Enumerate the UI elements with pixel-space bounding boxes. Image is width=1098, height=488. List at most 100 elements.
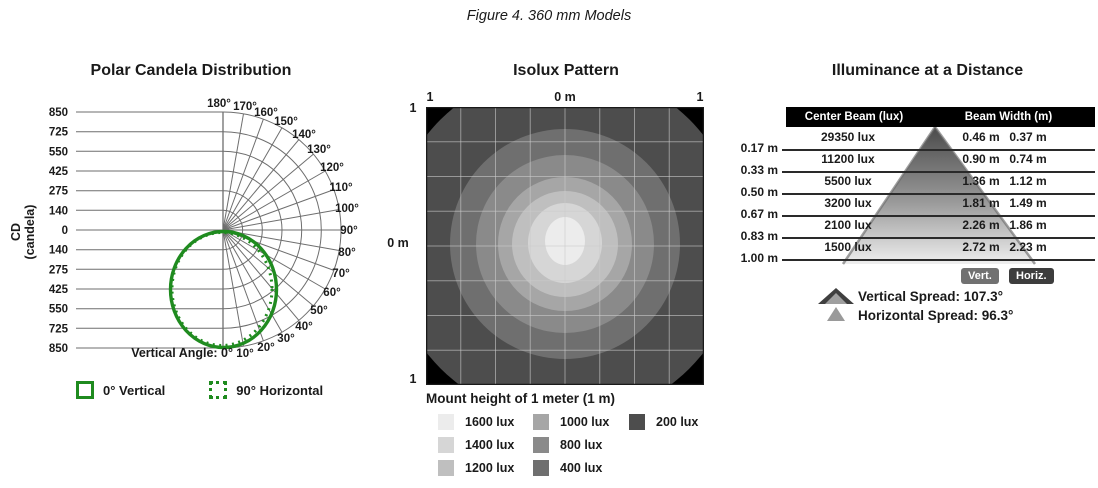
svg-text:140: 140 — [49, 245, 68, 257]
vertical-spread-icon — [818, 288, 854, 304]
beam-width-vert: 0.46 m — [962, 130, 1000, 144]
isolux-left-center-tick: 0 m — [387, 236, 409, 250]
swatch-800lux — [533, 437, 549, 453]
svg-text:140°: 140° — [292, 129, 316, 141]
polar-radial-tick-labels: 850 725 550 425 275 140 0 140 275 425 55… — [49, 107, 69, 355]
lux-value: 3200 lux — [824, 196, 872, 210]
svg-text:725: 725 — [49, 127, 69, 139]
svg-text:80°: 80° — [338, 247, 356, 259]
vertical-spread-label: Vertical Spread: 107.3° — [858, 289, 1003, 304]
row-line — [782, 259, 1095, 261]
isolux-left-bottom-tick: 1 — [409, 372, 417, 386]
distance-label: 0.17 m — [740, 141, 778, 155]
svg-text:90°: 90° — [340, 225, 358, 237]
svg-text:180°: 180° — [207, 98, 231, 110]
svg-text:425: 425 — [49, 284, 69, 296]
col-header-center-beam: Center Beam (lux) — [804, 111, 904, 123]
svg-text:70°: 70° — [332, 268, 350, 280]
swatch-1200lux — [438, 460, 454, 476]
horizontal-spread-label: Horizontal Spread: 96.3° — [858, 308, 1014, 323]
svg-text:50°: 50° — [310, 305, 328, 317]
polar-title: Polar Candela Distribution — [90, 62, 292, 79]
beam-width-vert: 2.26 m — [962, 218, 1000, 232]
svg-text:170°: 170° — [233, 101, 257, 113]
isolux-top-left-tick: 1 — [426, 90, 434, 104]
beam-width-vert: 1.81 m — [962, 196, 1000, 210]
row-line — [782, 171, 1095, 173]
legend-item-1200lux: 1200 lux — [438, 460, 514, 476]
svg-text:425: 425 — [49, 166, 69, 178]
solid-square-key-icon — [76, 381, 94, 399]
cone-shape — [843, 127, 1035, 264]
table-header: Center Beam (lux) Beam Width (m) — [786, 107, 1095, 127]
isolux-top-center-tick: 0 m — [554, 90, 576, 104]
curve-0deg-vertical — [168, 229, 279, 350]
isolux-border — [426, 107, 704, 385]
svg-text:850: 850 — [49, 343, 68, 355]
polar-chart: 850 725 550 425 275 140 0 140 275 425 55… — [49, 98, 359, 360]
svg-text:100°: 100° — [335, 203, 359, 215]
figure-caption: Figure 4. 360 mm Models — [466, 8, 632, 24]
lux-value: 1500 lux — [824, 240, 872, 254]
lux-value: 29350 lux — [820, 130, 876, 144]
isolux-plot — [426, 107, 704, 385]
distance-label: 0.50 m — [740, 185, 778, 199]
legend-item-1400lux: 1400 lux — [438, 437, 514, 453]
polar-angle-labels: 10° 20° 30° 40° 50° 60° 70° 80° 90° 100°… — [207, 98, 359, 360]
isolux-title: Isolux Pattern — [513, 62, 619, 79]
svg-text:275: 275 — [49, 264, 69, 276]
svg-text:850: 850 — [49, 107, 68, 119]
beam-width-vert: 2.72 m — [962, 240, 1000, 254]
beam-width-horiz: 0.37 m — [1009, 130, 1047, 144]
legend-item-800lux: 800 lux — [533, 437, 609, 453]
svg-text:60°: 60° — [323, 287, 341, 299]
row-line — [782, 193, 1095, 195]
dotted-square-key-icon — [209, 381, 228, 399]
polar-legend: 0° Vertical 90° Horizontal — [76, 381, 323, 399]
swatch-400lux — [533, 460, 549, 476]
beam-width-horiz: 0.74 m — [1009, 152, 1047, 166]
swatch-200lux — [629, 414, 645, 430]
beam-width-vert: 1.36 m — [962, 174, 1000, 188]
lux-value: 11200 lux — [821, 152, 875, 166]
legend-item-90deg-horizontal: 90° Horizontal — [209, 381, 323, 399]
lux-value: 2100 lux — [824, 218, 872, 232]
illuminance-title: Illuminance at a Distance — [831, 62, 1024, 79]
svg-text:130°: 130° — [307, 144, 331, 156]
svg-text:550: 550 — [49, 304, 68, 316]
swatch-1000lux — [533, 414, 549, 430]
swatch-1400lux — [438, 437, 454, 453]
svg-text:160°: 160° — [254, 107, 278, 119]
row-line — [782, 149, 1095, 151]
isolux-legend-col1: 1600 lux 1400 lux 1200 lux — [438, 414, 514, 476]
distance-label: 1.00 m — [740, 251, 778, 265]
svg-text:0: 0 — [62, 225, 68, 237]
legend-item-1000lux: 1000 lux — [533, 414, 609, 430]
svg-text:725: 725 — [49, 323, 69, 335]
svg-text:40°: 40° — [295, 321, 313, 333]
horiz-badge: Horiz. — [1009, 268, 1054, 284]
distance-label: 0.33 m — [740, 163, 778, 177]
svg-text:30°: 30° — [277, 333, 295, 345]
legend-item-1600lux: 1600 lux — [438, 414, 514, 430]
polar-grid-horizontal — [76, 111, 224, 349]
beam-width-vert: 0.90 m — [962, 152, 1000, 166]
row-line — [782, 237, 1095, 239]
legend-item-200lux: 200 lux — [629, 414, 698, 430]
col-header-beam-width: Beam Width (m) — [964, 111, 1053, 123]
isolux-left-top-tick: 1 — [409, 101, 417, 115]
isolux-grid — [426, 107, 704, 385]
curve-90deg-horizontal — [170, 231, 274, 347]
svg-text:20°: 20° — [257, 342, 275, 354]
svg-text:110°: 110° — [329, 182, 353, 194]
distance-label: 0.67 m — [740, 207, 778, 221]
svg-text:120°: 120° — [320, 162, 344, 174]
svg-text:275: 275 — [49, 186, 69, 198]
svg-text:10°: 10° — [236, 348, 254, 360]
isolux-top-right-tick: 1 — [696, 90, 704, 104]
legend-item-400lux: 400 lux — [533, 460, 609, 476]
isolux-legend-col3: 200 lux — [629, 414, 698, 430]
distance-label: 0.83 m — [740, 229, 778, 243]
horizontal-spread-icon — [827, 307, 845, 321]
